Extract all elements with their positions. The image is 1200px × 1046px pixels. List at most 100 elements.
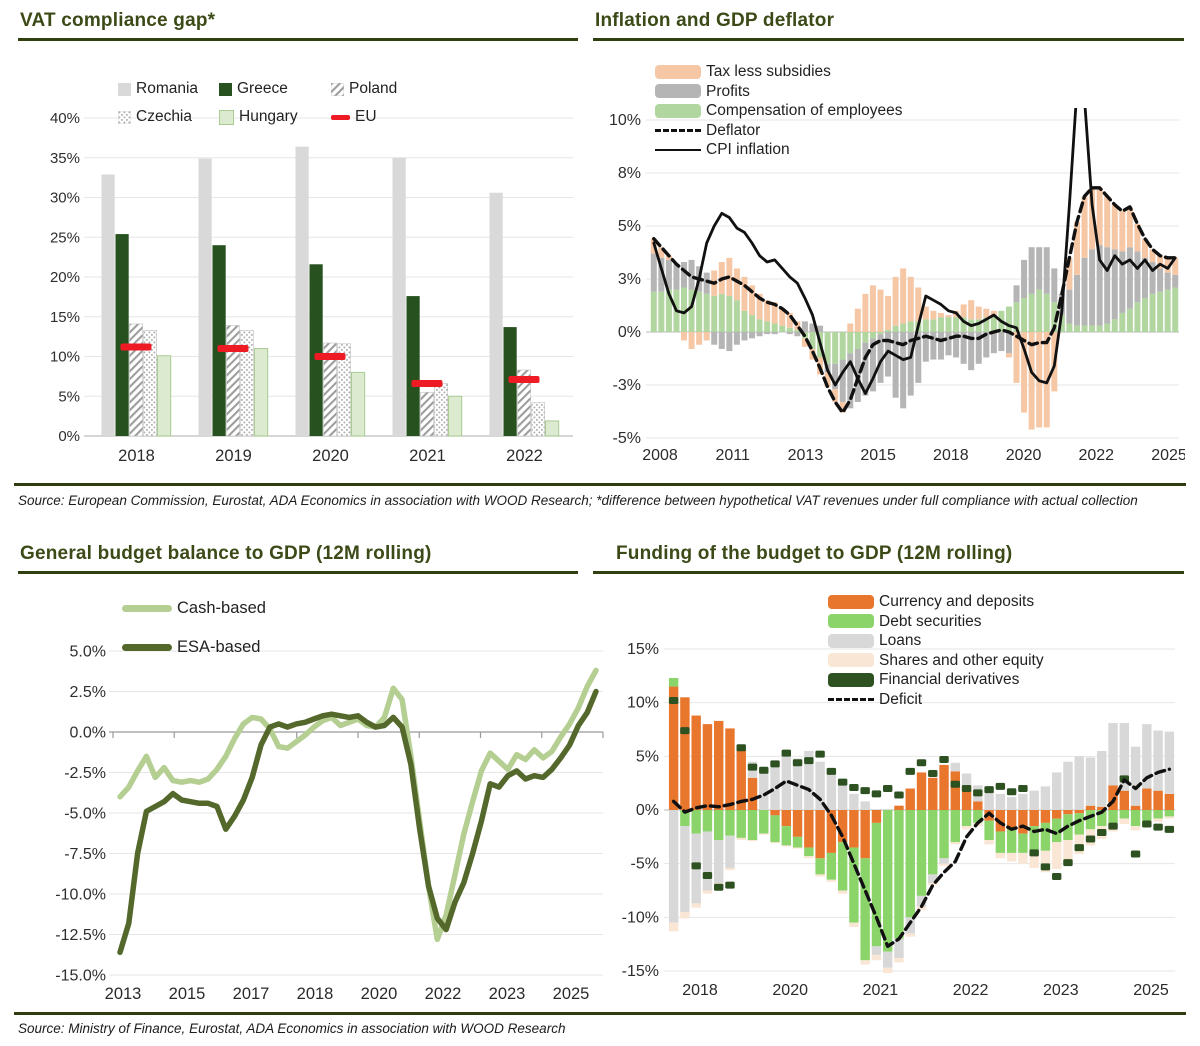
- balance-line-esa-based: [117, 688, 599, 956]
- svg-text:2015: 2015: [169, 985, 206, 1003]
- legend-label: Romania: [136, 80, 199, 97]
- legend-label: Compensation of employees: [706, 102, 903, 119]
- title-underline: [593, 571, 1184, 574]
- balance-line-cash-based: [117, 667, 599, 943]
- svg-text:2008: 2008: [642, 447, 678, 464]
- svg-text:2022: 2022: [506, 447, 543, 465]
- legend-item-cash-based: Cash-based: [122, 599, 266, 618]
- svg-text:0%: 0%: [58, 428, 80, 445]
- legend-item-loans: Loans: [828, 631, 921, 651]
- legend-label: EU: [355, 108, 377, 125]
- balance-x-axis: 2013 2015 2017 2018 2020 2022 2023 2025: [105, 985, 590, 1003]
- svg-text:2022: 2022: [1078, 447, 1114, 464]
- vat-x-axis: 2018 2019 2020 2021 2022: [118, 447, 543, 465]
- svg-text:35%: 35%: [50, 150, 80, 167]
- svg-text:2022: 2022: [953, 982, 989, 999]
- svg-text:2011: 2011: [716, 447, 751, 464]
- svg-text:5%: 5%: [58, 388, 80, 405]
- legend-label: Profits: [706, 82, 750, 100]
- svg-text:0%: 0%: [618, 324, 641, 341]
- legend-item-czechia: Czechia: [118, 108, 219, 126]
- legend-item-romania: Romania: [118, 80, 219, 98]
- svg-text:-15.0%: -15.0%: [55, 968, 106, 985]
- svg-text:2018: 2018: [297, 985, 334, 1003]
- vat-series-romania: [101, 146, 503, 437]
- inflation-x-axis: 2008 2011 2013 2015 2018 2020 2022 2025: [642, 447, 1187, 464]
- section-divider: [14, 483, 1186, 486]
- legend-label: Debt securities: [879, 612, 982, 630]
- svg-text:30%: 30%: [50, 190, 80, 207]
- vat-chart-canvas: 40% 35% 30% 25% 20% 15% 10% 5% 0% 2018 2019 2020 202…: [50, 110, 573, 465]
- legend-label: Greece: [237, 80, 288, 97]
- svg-text:2020: 2020: [772, 982, 808, 999]
- balance-chart-canvas: 5.0% 2.5% 0.0% -2.5% -5.0% -7.5% -10.0% -12.5% -…: [55, 644, 604, 1003]
- inflation-chart-canvas: 10% 8% 5% 3% 0% -3% -5%2008 2011 2013 2015 2018 202…: [609, 108, 1187, 464]
- greece-swatch: [219, 82, 232, 96]
- svg-text:5.0%: 5.0%: [70, 644, 106, 661]
- legend-item-poland: Poland: [331, 80, 397, 98]
- loans-swatch: [828, 633, 874, 648]
- title-budget-funding: Funding of the budget to GDP (12M rollin…: [616, 543, 1013, 564]
- title-underline: [18, 571, 578, 574]
- funding-series-financial-derivatives: [668, 697, 1175, 891]
- svg-text:2021: 2021: [863, 982, 899, 999]
- svg-text:25%: 25%: [50, 229, 80, 246]
- svg-text:5%: 5%: [618, 218, 641, 235]
- financial-derivatives-swatch: [828, 672, 874, 687]
- poland-swatch: [331, 82, 344, 96]
- legend-item-currency-and-deposits: Currency and deposits: [828, 592, 1034, 612]
- legend-item-tax-less-subsidies: Tax less subsidies: [655, 62, 831, 82]
- svg-text:-7.5%: -7.5%: [64, 846, 106, 863]
- source-note-bottom: Source: Ministry of Finance, Eurostat, A…: [18, 1021, 566, 1036]
- svg-text:2018: 2018: [933, 447, 969, 464]
- legend-label: Financial derivatives: [879, 671, 1020, 688]
- svg-text:-2.5%: -2.5%: [64, 765, 106, 782]
- deflator-swatch: [655, 128, 701, 132]
- vat-legend: Romania Greece Poland Czechia Hungary EU: [118, 80, 397, 126]
- svg-text:15%: 15%: [50, 309, 80, 326]
- svg-text:2018: 2018: [682, 982, 718, 999]
- legend-item-deficit: Deficit: [828, 690, 922, 710]
- title-underline: [593, 38, 1184, 41]
- svg-text:2015: 2015: [860, 447, 896, 464]
- svg-text:-5.0%: -5.0%: [64, 806, 106, 823]
- legend-item-eu: EU: [331, 108, 397, 126]
- svg-text:-3%: -3%: [613, 377, 641, 394]
- title-underline: [18, 38, 578, 41]
- svg-text:2018: 2018: [118, 447, 155, 465]
- svg-text:2025: 2025: [553, 985, 590, 1003]
- legend-label: Shares and other equity: [879, 651, 1044, 669]
- cash-based-swatch: [122, 605, 172, 612]
- chart-budget-balance: 5.0% 2.5% 0.0% -2.5% -5.0% -7.5% -10.0% -12.5% -…: [18, 583, 610, 1016]
- section-divider: [14, 1012, 1186, 1015]
- svg-text:-15%: -15%: [622, 963, 659, 980]
- svg-text:2025: 2025: [1151, 447, 1185, 464]
- legend-item-deflator: Deflator: [655, 121, 760, 141]
- svg-text:2023: 2023: [1043, 982, 1079, 999]
- chart-vat-compliance-gap: 40% 35% 30% 25% 20% 15% 10% 5% 0% 2018 2019 2020 202…: [18, 46, 583, 487]
- legend-item-cpi-inflation: CPI inflation: [655, 140, 790, 160]
- balance-grid: 5.0% 2.5% 0.0% -2.5% -5.0% -7.5% -10.0% -12.5% -…: [55, 644, 604, 985]
- debt-securities-swatch: [828, 614, 874, 629]
- svg-text:2020: 2020: [1006, 447, 1042, 464]
- svg-text:2020: 2020: [312, 447, 349, 465]
- source-note-top: Source: European Commission, Eurostat, A…: [18, 493, 1138, 508]
- svg-text:10%: 10%: [627, 695, 659, 712]
- funding-series-debt-securities: [668, 677, 1175, 961]
- svg-text:2.5%: 2.5%: [70, 684, 106, 701]
- legend-label: CPI inflation: [706, 141, 790, 158]
- svg-text:40%: 40%: [50, 110, 80, 127]
- legend-label: Loans: [879, 632, 922, 649]
- svg-text:2023: 2023: [489, 985, 526, 1003]
- svg-text:10%: 10%: [50, 349, 80, 366]
- legend-label: Deflator: [706, 121, 761, 139]
- svg-text:3%: 3%: [618, 271, 641, 288]
- inflation-series-compensation-of-employees: [650, 287, 1179, 364]
- eu-swatch: [331, 114, 350, 120]
- svg-text:-12.5%: -12.5%: [55, 927, 106, 944]
- legend-item-compensation-of-employees: Compensation of employees: [655, 101, 902, 121]
- currency-and-deposits-swatch: [828, 594, 874, 609]
- svg-text:2022: 2022: [425, 985, 462, 1003]
- funding-legend: Currency and deposits Debt securities Loan…: [828, 592, 1044, 709]
- cpi-inflation-swatch: [655, 148, 701, 151]
